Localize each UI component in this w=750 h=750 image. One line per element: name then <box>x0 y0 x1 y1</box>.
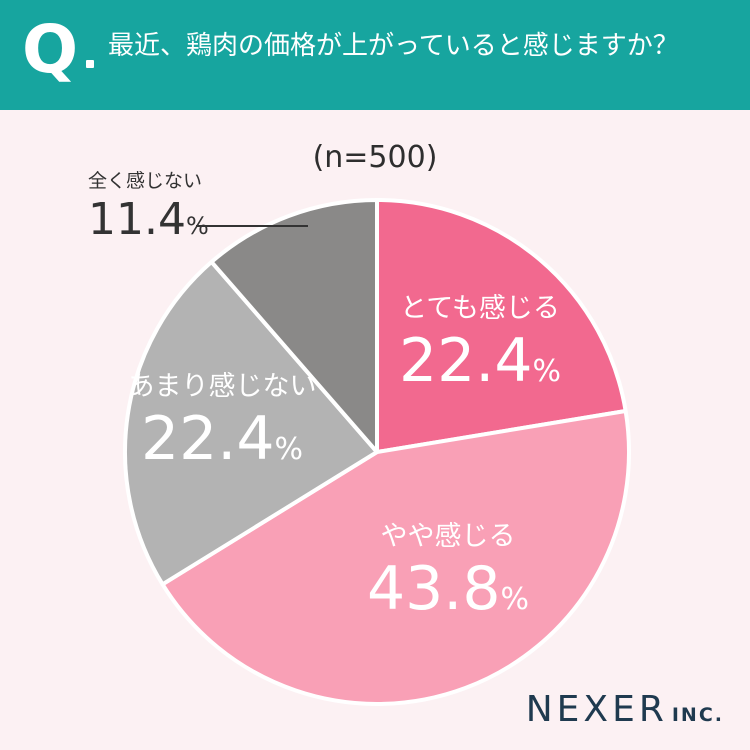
question-text: 最近、鶏肉の価格が上がっていると感じますか？ <box>108 31 679 61</box>
percent-unit-4: % <box>185 212 209 240</box>
percent-unit-3: % <box>274 432 304 467</box>
slice-label-3: あまり感じない 22.4% <box>112 370 332 485</box>
percent-unit-2: % <box>500 582 530 617</box>
logo-main: NEXER <box>525 689 668 730</box>
pie-slice-4 <box>209 198 379 454</box>
slice-value-1: 22.4 <box>398 326 533 396</box>
slice-category-3: あまり感じない <box>127 371 317 402</box>
question-header: Q 最近、鶏肉の価格が上がっていると感じますか？ <box>0 0 750 110</box>
q-dot <box>86 60 94 68</box>
slice-value-4: 11.4 <box>88 194 186 245</box>
percent-unit-1: % <box>532 354 562 389</box>
slice-label-2: やや感じる 43.8% <box>338 520 558 635</box>
slice-value-2: 43.8 <box>366 554 501 624</box>
pie-slice-3 <box>123 259 379 587</box>
slice-label-1: とても感じる 22.4% <box>380 292 580 407</box>
sample-size-label: (n=500) <box>312 140 438 175</box>
slice-value-3: 22.4 <box>140 404 275 474</box>
slice-category-2: やや感じる <box>380 521 516 552</box>
pie-slice-1 <box>375 198 628 454</box>
slice-category-4: 全く感じない <box>88 170 203 192</box>
slice-label-4: 全く感じない 11.4% <box>88 168 248 252</box>
nexer-logo: NEXER INC. <box>526 689 724 730</box>
pie-slice-2 <box>160 409 631 706</box>
q-mark: Q <box>22 11 79 88</box>
slice-category-1: とても感じる <box>400 293 560 324</box>
logo-sub: INC. <box>671 704 724 726</box>
